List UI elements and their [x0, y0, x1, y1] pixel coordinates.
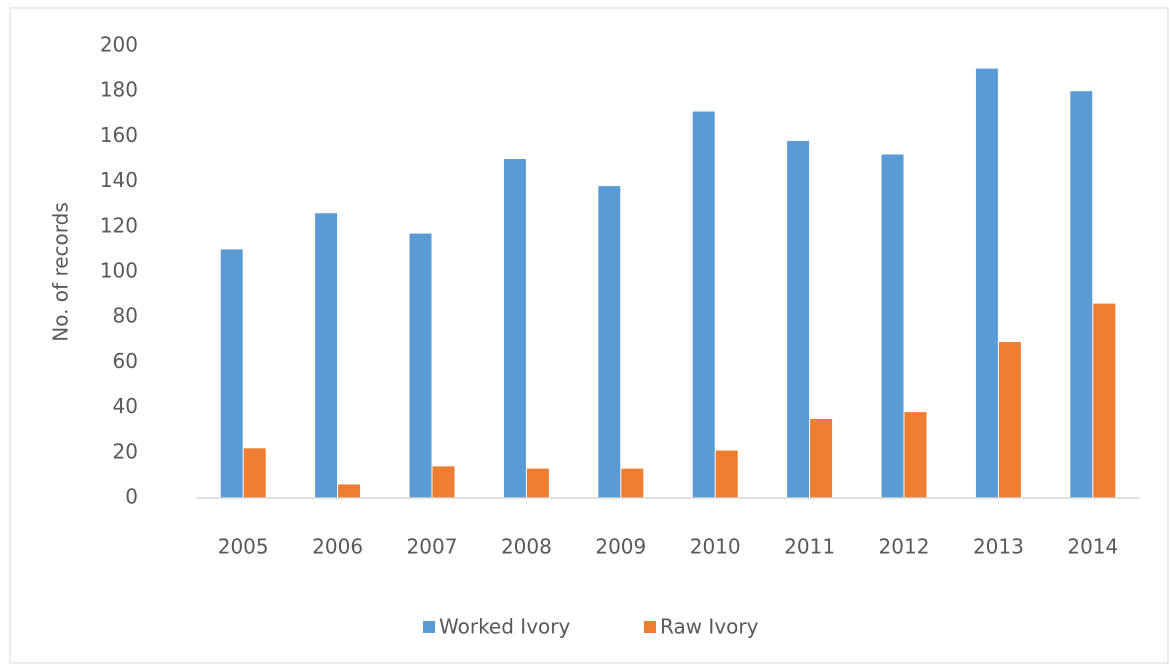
y-tick-label: 80 — [113, 304, 138, 328]
bar — [409, 233, 432, 498]
y-tick-label: 40 — [113, 394, 138, 418]
y-tick-label: 100 — [100, 259, 138, 283]
bar — [338, 484, 361, 498]
y-axis-title: No. of records — [49, 202, 73, 342]
y-tick-label: 180 — [100, 78, 138, 102]
x-tick-label: 2009 — [595, 535, 646, 559]
bar — [243, 448, 266, 498]
y-tick-label: 60 — [113, 349, 138, 373]
y-tick-label: 140 — [100, 168, 138, 192]
bar — [526, 468, 549, 498]
bar — [998, 342, 1021, 498]
bar — [621, 468, 644, 498]
legend-swatch — [423, 621, 435, 633]
x-tick-label: 2010 — [690, 535, 741, 559]
legend-label: Raw Ivory — [660, 615, 759, 639]
bar — [432, 466, 455, 498]
bar — [904, 412, 927, 498]
bar — [1093, 303, 1116, 498]
bar — [598, 186, 621, 498]
bar — [1070, 91, 1093, 498]
x-tick-label: 2012 — [879, 535, 930, 559]
bar — [975, 68, 998, 498]
x-tick-label: 2014 — [1067, 535, 1118, 559]
bar — [881, 154, 904, 499]
bar — [787, 140, 810, 499]
x-tick-label: 2011 — [784, 535, 835, 559]
y-tick-label: 120 — [100, 213, 138, 237]
bar — [315, 213, 338, 499]
bar — [220, 249, 243, 498]
bar — [503, 159, 526, 498]
x-tick-label: 2008 — [501, 535, 552, 559]
y-tick-label: 200 — [100, 33, 138, 57]
legend-label: Worked Ivory — [439, 615, 570, 639]
chart-border — [9, 7, 1169, 664]
x-tick-label: 2007 — [407, 535, 458, 559]
x-tick-label: 2013 — [973, 535, 1024, 559]
x-tick-label: 2005 — [218, 535, 269, 559]
bar — [715, 450, 738, 498]
y-tick-label: 0 — [125, 485, 138, 509]
y-tick-label: 160 — [100, 123, 138, 147]
bar — [810, 418, 833, 498]
bar — [692, 111, 715, 498]
x-tick-label: 2006 — [312, 535, 363, 559]
y-tick-label: 20 — [113, 439, 138, 463]
legend-swatch — [644, 621, 656, 633]
